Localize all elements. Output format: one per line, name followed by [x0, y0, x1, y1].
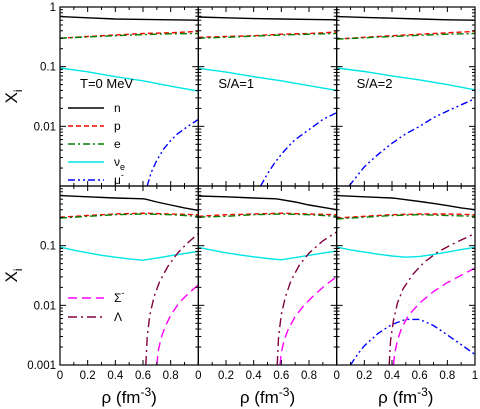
series-nu_e-line	[336, 246, 475, 258]
x-tick-label: 0	[195, 370, 201, 382]
series-p-line	[60, 212, 199, 218]
series-sigma-line	[156, 284, 199, 365]
series-p-line	[336, 30, 475, 40]
legend-nu_e-label: νe	[114, 155, 125, 172]
panel-label: T=0 MeV	[80, 76, 133, 91]
panel-frame	[336, 185, 476, 366]
panel-frame	[197, 185, 338, 366]
series-p-line	[198, 31, 337, 38]
legend-n-label: n	[114, 101, 121, 115]
x-axis-title: ρ (fm-3)	[240, 385, 295, 407]
panel-frame	[197, 6, 338, 187]
panel-frame	[59, 185, 199, 366]
x-tick-label: 0	[333, 370, 339, 382]
series-e-line	[198, 32, 337, 39]
series-p-line	[198, 212, 337, 217]
x-tick-label: 0.2	[218, 370, 234, 382]
series-lambda-line	[145, 232, 199, 365]
panel-label: S/A=1	[218, 76, 254, 91]
panel-frame	[59, 6, 199, 187]
series-nu_e-line	[60, 67, 199, 92]
x-tick-label: 0.8	[163, 370, 179, 382]
x-tick-label: 0.6	[135, 370, 151, 382]
series-n-line	[336, 194, 475, 211]
x-tick-label: 1	[472, 370, 478, 382]
x-axis-title: ρ (fm-3)	[378, 385, 433, 407]
x-tick-label: 0.6	[273, 370, 289, 382]
panel-frame	[336, 6, 476, 187]
series-e-line	[60, 32, 199, 39]
panel-0-0-curves	[60, 15, 199, 186]
x-tick-label: 0.6	[412, 370, 428, 382]
series-mu-line	[349, 318, 475, 365]
series-lambda-line	[388, 232, 475, 365]
series-mu-line	[259, 111, 337, 186]
y-tick-label: 0.1	[40, 241, 56, 253]
series-mu-line	[348, 98, 475, 186]
series-e-line	[336, 32, 475, 40]
y-axis-title: Xi	[2, 268, 25, 282]
panel-1-2-curves	[336, 194, 475, 365]
series-nu_e-line	[336, 67, 475, 91]
x-tick-label: 0.8	[301, 370, 317, 382]
x-tick-label: 0.8	[439, 370, 455, 382]
y-tick-label: 0.01	[34, 121, 56, 133]
legend-p-label: p	[114, 119, 121, 133]
x-tick-label: 0.4	[384, 370, 401, 382]
y-tick-label: 1	[50, 2, 56, 14]
panel-0-1-curves	[198, 16, 337, 186]
x-axis-title: ρ (fm-3)	[102, 385, 157, 407]
x-tick-label: 0.4	[246, 370, 263, 382]
series-mu-line	[146, 118, 199, 186]
svg-text:Xi: Xi	[2, 89, 25, 103]
series-e-line	[336, 213, 475, 220]
legend-sigma-label: Σ-	[114, 288, 124, 305]
series-n-line	[60, 194, 199, 212]
series-n-line	[198, 16, 337, 21]
series-n-line	[336, 15, 475, 21]
series-e-line	[198, 213, 337, 218]
x-tick-label: 0.4	[107, 370, 124, 382]
series-n-line	[60, 15, 199, 21]
legend-mu-label: μ-	[114, 170, 124, 187]
x-tick-label: 0.2	[356, 370, 372, 382]
svg-text:Xi: Xi	[2, 268, 25, 282]
series-p-line	[60, 30, 199, 39]
series-p-line	[336, 213, 475, 219]
series-nu_e-line	[198, 246, 337, 261]
x-tick-label: 0	[57, 370, 63, 382]
series-nu_e-line	[60, 246, 199, 261]
y-tick-label: 0.01	[34, 300, 56, 312]
series-sigma-line	[279, 276, 337, 365]
legend-e-label: e	[114, 137, 121, 151]
y-tick-label: 0.1	[40, 62, 56, 74]
series-e-line	[60, 213, 199, 219]
series-n-line	[198, 195, 337, 211]
y-tick-label: 0.001	[27, 360, 56, 372]
panel-1-0-curves	[60, 194, 199, 365]
panel-0-2-curves	[336, 15, 475, 186]
panel-label: S/A=2	[357, 76, 393, 91]
panel-1-1-curves	[198, 195, 337, 365]
series-sigma-line	[392, 267, 475, 365]
x-tick-label: 0.2	[80, 370, 96, 382]
legend-lambda-label: Λ	[114, 310, 122, 324]
series-nu_e-line	[198, 67, 337, 92]
y-axis-title: Xi	[2, 89, 25, 103]
